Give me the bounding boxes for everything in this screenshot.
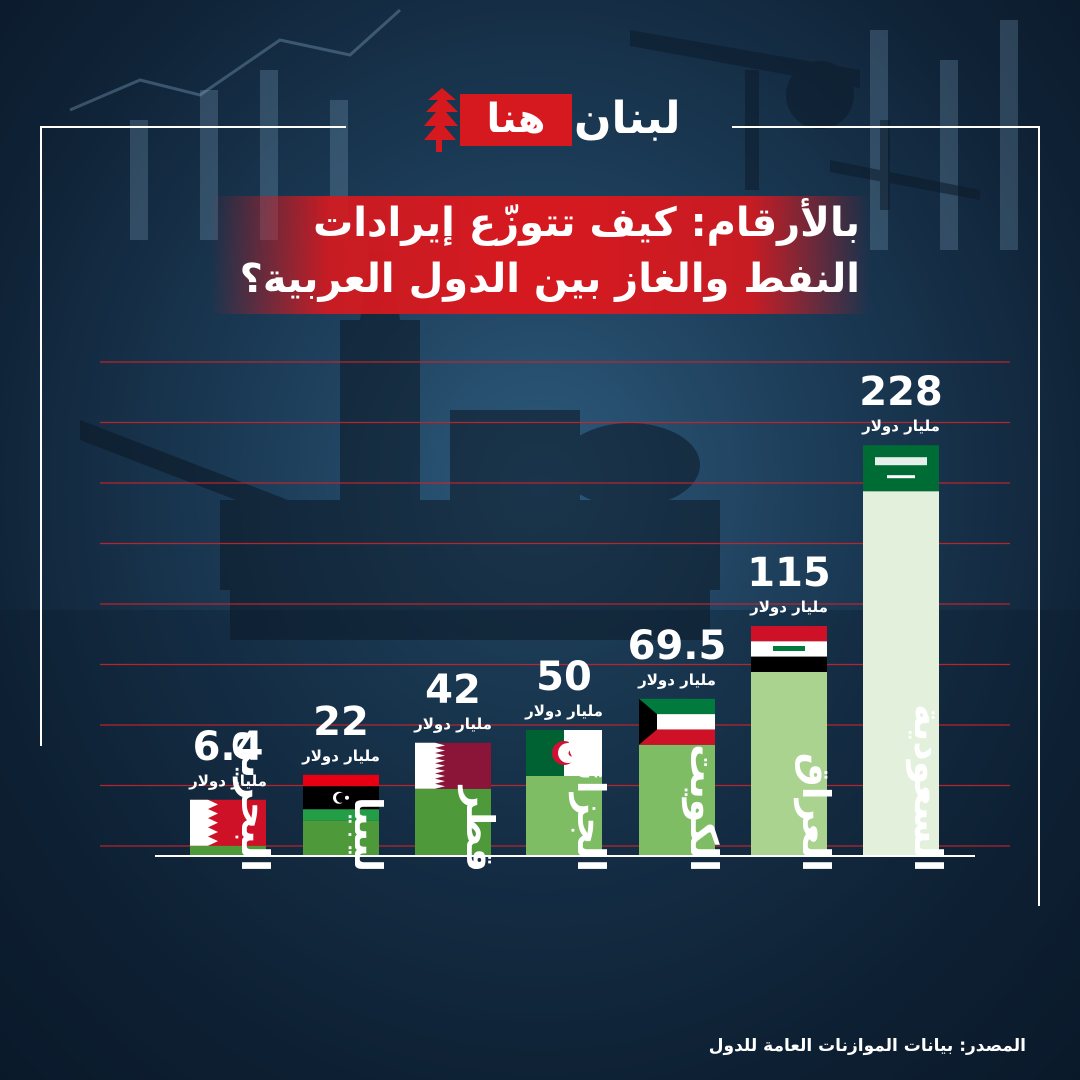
star-icon <box>568 749 576 757</box>
frame-line-right <box>1038 126 1040 906</box>
flag-white-stripe <box>639 714 715 730</box>
category-tick-label: قطر <box>458 784 502 872</box>
cedar-icon <box>424 88 458 152</box>
bar <box>751 672 827 856</box>
category-tick-label: الكويت <box>682 744 726 872</box>
data-unit-label: مليار دولار <box>861 417 940 435</box>
category-tick-label: السعودية <box>906 704 950 872</box>
sword-icon <box>887 475 915 479</box>
chart-title-line-1: بالأرقام: كيف تتوزّع إيرادات <box>313 200 860 246</box>
qatar-flag <box>415 742 491 789</box>
crescent-cut <box>336 792 346 803</box>
frame-line-top-right <box>732 126 1040 128</box>
data-value-label: 228 <box>859 369 943 415</box>
frame-line-left <box>40 126 42 746</box>
shahada-script-icon <box>875 457 927 466</box>
flag-red-stripe <box>303 774 379 787</box>
flag-black-stripe <box>751 656 827 672</box>
source-note: المصدر: بيانات الموازنات العامة للدول <box>708 1036 1026 1056</box>
bar <box>190 845 266 856</box>
logo-red-text: هنا <box>486 96 546 142</box>
crescent-cut <box>558 743 578 763</box>
takbir-script-icon <box>773 646 805 651</box>
data-unit-label: مليار دولار <box>637 671 716 689</box>
flag-white-serrated <box>190 799 218 846</box>
category-tick-label: الجزائر <box>569 741 613 872</box>
frame-line-top-left <box>40 126 346 128</box>
logo-white-text: لبنان <box>574 93 681 144</box>
category-tick-label: البحرين <box>233 730 277 872</box>
data-value-label: 69.5 <box>628 623 727 669</box>
flag-green-stripe <box>303 809 379 821</box>
bar <box>526 776 602 856</box>
bahrain-flag <box>190 799 266 846</box>
flag-white-serrated <box>415 742 445 789</box>
data-value-label: 42 <box>425 667 481 713</box>
flag-black-trapezoid <box>639 698 657 745</box>
kuwait-flag <box>639 698 715 745</box>
logo-red-box <box>460 94 572 146</box>
saudi-flag <box>863 445 939 492</box>
algeria-flag <box>526 730 602 776</box>
data-unit-label: مليار دولار <box>301 747 380 765</box>
data-value-label: 50 <box>536 654 592 700</box>
bar <box>639 744 715 856</box>
star-icon <box>345 795 349 800</box>
flag-red-stripe <box>639 729 715 745</box>
chart-title-line-2: النفط والغاز بين الدول العربية؟ <box>239 256 860 302</box>
iraq-flag <box>751 626 827 672</box>
data-value-label: 22 <box>313 699 369 745</box>
title-band <box>210 196 870 314</box>
data-unit-label: مليار دولار <box>413 715 492 733</box>
data-unit-label: مليار دولار <box>749 598 828 616</box>
flag-green-field <box>863 445 939 492</box>
flag-red-stripe <box>751 626 827 642</box>
data-unit-label: مليار دولار <box>524 702 603 720</box>
brand-logo: هنا لبنان <box>414 86 681 154</box>
bar <box>303 820 379 856</box>
data-value-label: 6.4 <box>193 724 264 770</box>
data-value-label: 115 <box>747 550 831 596</box>
category-tick-label: ليبيا <box>346 797 390 872</box>
category-tick-label: العراق <box>794 753 838 872</box>
bar <box>863 491 939 856</box>
flag-green-stripe <box>639 698 715 715</box>
libya-flag <box>303 774 379 821</box>
bar <box>415 788 491 856</box>
data-unit-label: مليار دولار <box>188 772 267 790</box>
